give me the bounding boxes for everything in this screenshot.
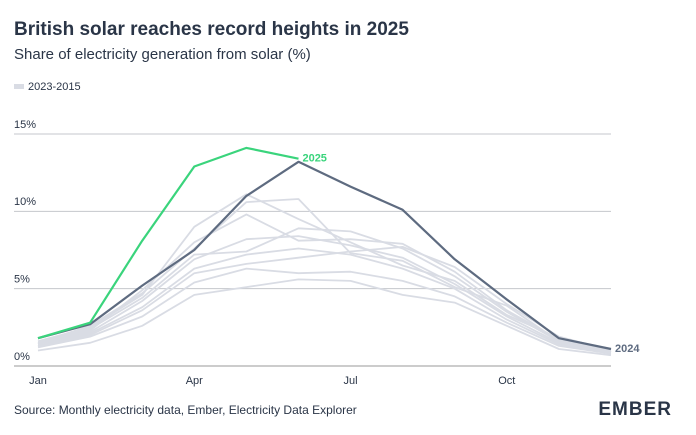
series-end-label: 2025 <box>302 153 326 165</box>
background-line <box>37 193 612 350</box>
legend-swatch <box>14 84 24 89</box>
y-tick-label: 10% <box>14 196 36 208</box>
series-line <box>37 160 612 351</box>
x-tick-label: Jan <box>29 375 47 387</box>
background-line <box>37 213 612 352</box>
series-end-label: 2024 <box>615 343 640 355</box>
source: Source: Monthly electricity data, Ember,… <box>14 403 357 417</box>
background-line <box>37 247 612 355</box>
chart-subtitle: Share of electricity generation from sol… <box>14 46 311 63</box>
background-line <box>37 198 612 353</box>
x-tick-label: Oct <box>498 375 515 387</box>
chart-title: British solar reaches record heights in … <box>14 19 409 40</box>
background-line <box>37 278 612 357</box>
x-tick-label: Jul <box>344 375 358 387</box>
y-tick-label: 15% <box>14 119 36 131</box>
background-line <box>37 267 612 355</box>
x-tick-label: Apr <box>186 375 203 387</box>
legend-label: 2023-2015 <box>28 81 81 93</box>
background-line <box>37 246 612 352</box>
y-tick-label: 0% <box>14 351 30 363</box>
y-tick-label: 5% <box>14 274 30 286</box>
logo: EMBER <box>598 399 672 420</box>
series-line <box>37 146 299 340</box>
